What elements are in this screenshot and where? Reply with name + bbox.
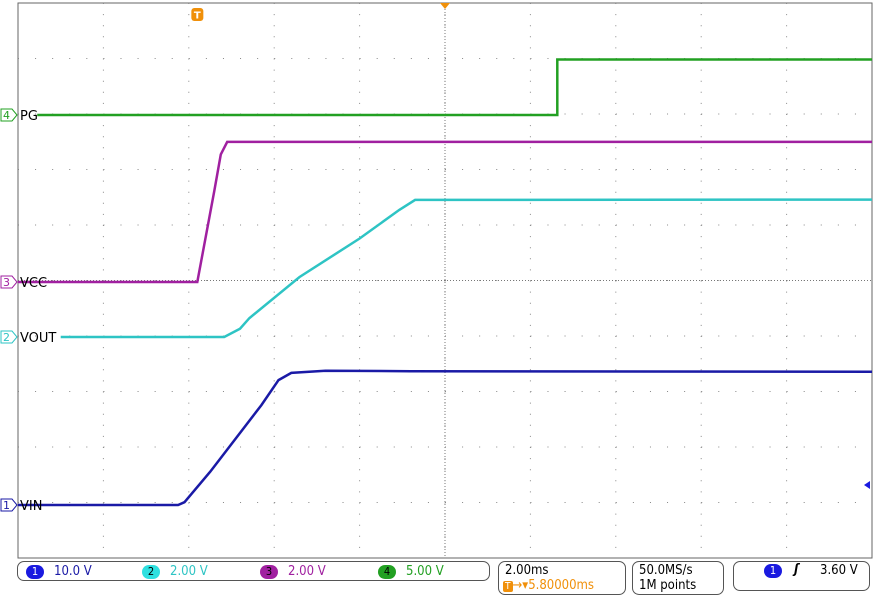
- channel-4-badge: 4: [378, 564, 396, 579]
- trigger-icon: T: [503, 581, 513, 592]
- channel-1-scale-value: 10.0 V: [54, 564, 92, 579]
- trace-vin: [18, 369, 873, 507]
- channel-2-ground-marker: 2 VOUT: [0, 330, 56, 346]
- channel-3-badge: 3: [260, 564, 278, 579]
- trace-label: VOUT: [20, 331, 56, 346]
- waveforms: 1 VIN 2 VOUT 3 VCC 4 PG: [0, 58, 873, 514]
- channel-marker-icon: [0, 330, 18, 344]
- channel-1-ground-marker: 1 VIN: [0, 498, 42, 514]
- channel-number: 4: [3, 109, 10, 122]
- trace-vout: [60, 198, 873, 339]
- timebase-value: 2.00ms: [505, 563, 549, 578]
- trigger-level-icon: [864, 481, 870, 490]
- arrow-icon: →▾: [512, 578, 529, 593]
- channel-4-ground-marker: 4 PG: [0, 108, 38, 124]
- trigger-position-label: T: [194, 11, 201, 22]
- channel-number: 1: [3, 499, 10, 512]
- channel-2-scale[interactable]: 2 2.00 V: [142, 564, 208, 579]
- trigger-panel[interactable]: 1 ʃ 3.60 V: [733, 561, 870, 591]
- channel-number: 3: [3, 276, 10, 289]
- trace-label: VIN: [20, 499, 42, 514]
- trigger-position-icon: [191, 8, 204, 21]
- delay-readout: T →▾5.80000ms: [503, 578, 594, 593]
- trace-label: VCC: [20, 276, 47, 291]
- graticule: [17, 2, 873, 559]
- rising-edge-icon: ʃ: [794, 562, 799, 577]
- channel-3-scale-value: 2.00 V: [288, 564, 326, 579]
- channel-2-scale-value: 2.00 V: [170, 564, 208, 579]
- channel-3-ground-marker: 3 VCC: [0, 275, 47, 291]
- channel-number: 2: [3, 331, 10, 344]
- channel-4-scale-value: 5.00 V: [406, 564, 444, 579]
- acquisition-panel[interactable]: 50.0MS/s 1M points: [632, 561, 724, 595]
- channel-marker-icon: [0, 498, 18, 512]
- trigger-source-badge: 1: [764, 564, 782, 578]
- channel-1-scale[interactable]: 1 10.0 V: [26, 564, 92, 579]
- channel-2-badge: 2: [142, 564, 160, 579]
- trace-vcc: [18, 140, 872, 284]
- channel-3-scale[interactable]: 3 2.00 V: [260, 564, 326, 579]
- sample-rate: 50.0MS/s: [639, 563, 693, 578]
- trace-pg: [37, 58, 872, 117]
- trigger-level: 3.60 V: [820, 563, 858, 578]
- record-length: 1M points: [639, 578, 697, 593]
- channel-4-scale[interactable]: 4 5.00 V: [378, 564, 444, 579]
- channel-1-badge: 1: [26, 564, 44, 579]
- horizontal-position-icon: [440, 3, 450, 9]
- trace-label: PG: [20, 109, 38, 124]
- channel-marker-icon: [0, 108, 18, 122]
- channel-scale-panel[interactable]: 1 10.0 V 2 2.00 V 3 2.00 V 4 5.00 V: [17, 561, 490, 581]
- channel-marker-icon: [0, 275, 18, 289]
- delay-value: 5.80000ms: [528, 578, 595, 593]
- timebase-panel[interactable]: 2.00ms T →▾5.80000ms: [498, 561, 626, 595]
